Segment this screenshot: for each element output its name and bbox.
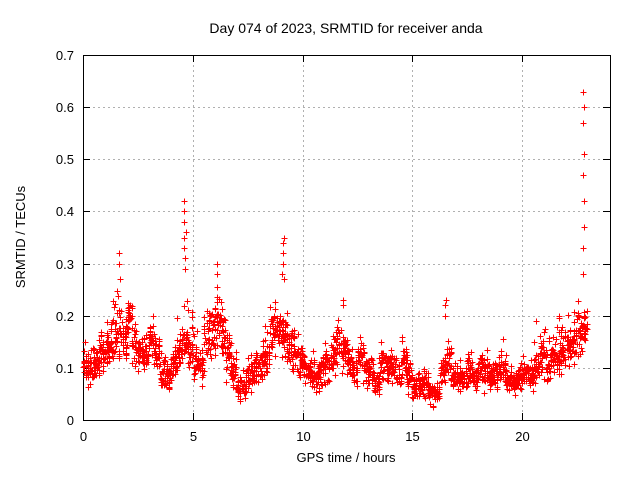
y-tick-label: 0.1 xyxy=(56,361,74,376)
y-tick-label: 0 xyxy=(67,413,74,428)
x-tick-label: 0 xyxy=(80,429,87,444)
x-tick-label: 15 xyxy=(405,429,419,444)
plot-border xyxy=(83,55,611,421)
y-tick-label: 0.4 xyxy=(56,204,74,219)
scatter-points-series-srmtid xyxy=(80,89,591,411)
y-tick-label: 0.7 xyxy=(56,48,74,63)
y-axis-label: SRMTID / TECUs xyxy=(13,185,28,288)
x-tick-label: 10 xyxy=(296,429,310,444)
y-tick-label: 0.2 xyxy=(56,309,74,324)
x-axis-label: GPS time / hours xyxy=(297,450,396,465)
axes xyxy=(83,55,611,421)
y-tick-label: 0.5 xyxy=(56,152,74,167)
y-tick-label: 0.6 xyxy=(56,100,74,115)
x-tick-label: 20 xyxy=(515,429,529,444)
chart-title: Day 074 of 2023, SRMTID for receiver and… xyxy=(209,20,482,36)
y-tick-label: 0.3 xyxy=(56,257,74,272)
tick-labels: 0 5 10 15 20 0 0.1 0.2 0.3 0.4 0.5 0.6 0.7 xyxy=(56,48,530,444)
x-tick-label: 5 xyxy=(190,429,197,444)
data-points xyxy=(80,89,591,411)
